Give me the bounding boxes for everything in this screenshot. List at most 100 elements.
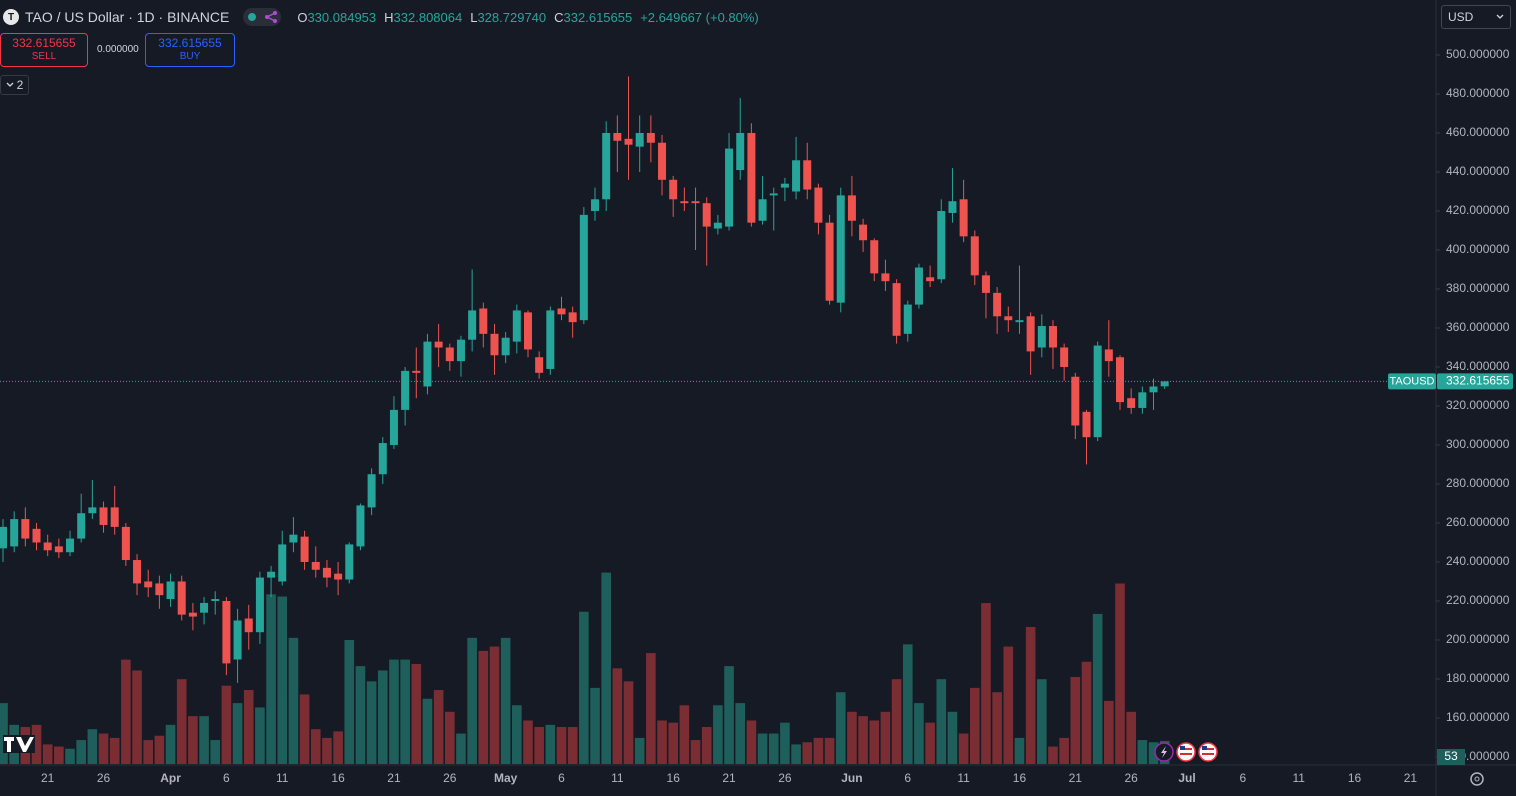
- ohlc-value: 332.615655: [563, 9, 633, 25]
- volume-bar: [132, 670, 142, 764]
- volume-bar: [1037, 679, 1047, 764]
- candle-body: [792, 160, 801, 192]
- volume-bar: [757, 733, 768, 764]
- volume-bar: [1025, 626, 1036, 764]
- volume-bar: [902, 644, 913, 764]
- tv-logo: [3, 735, 35, 753]
- candle-body: [434, 341, 443, 348]
- volume-bar: [489, 646, 500, 764]
- symbol-logo[interactable]: T: [3, 9, 19, 25]
- buy-button[interactable]: 332.615655 BUY: [145, 33, 235, 67]
- x-tick-label: 6: [223, 771, 230, 785]
- volume-bar: [232, 703, 243, 764]
- x-tick-label: 11: [611, 771, 624, 785]
- candle-body: [188, 612, 197, 617]
- indicators-count: 2: [16, 78, 24, 92]
- y-tick-label: 260.000000: [1446, 515, 1510, 529]
- spread: 0.000000: [97, 44, 139, 55]
- x-tick-label: Jul: [1178, 771, 1195, 785]
- candle-body: [1149, 386, 1158, 393]
- candle-body: [1093, 345, 1102, 438]
- x-tick-label: 16: [331, 771, 345, 785]
- volume-bar: [210, 740, 221, 764]
- last-price-label: 332.615655: [1446, 374, 1510, 388]
- candle-body: [892, 283, 901, 336]
- candle-body: [646, 132, 655, 143]
- candle-body: [1060, 347, 1069, 367]
- candle-body: [300, 536, 309, 562]
- candle-body: [903, 304, 912, 334]
- volume-bar: [445, 711, 455, 764]
- volume-bar: [1081, 661, 1092, 764]
- candle-body: [870, 240, 879, 274]
- volume-bar: [1070, 677, 1081, 764]
- volume-bar: [165, 724, 176, 764]
- candle-body: [959, 199, 968, 237]
- volume-bar: [768, 733, 779, 764]
- buy-price: 332.615655: [158, 36, 222, 50]
- candle-body: [445, 347, 454, 362]
- candle-body: [557, 308, 566, 315]
- volume-bar: [333, 731, 343, 764]
- x-tick-label: 6: [904, 771, 911, 785]
- volume-bar: [590, 687, 600, 764]
- currency-select[interactable]: USD: [1441, 5, 1511, 29]
- candle-body: [311, 561, 320, 570]
- candle-body: [591, 199, 600, 211]
- candle-body: [970, 236, 979, 276]
- volume-bar: [288, 637, 299, 764]
- candle-body: [267, 571, 276, 578]
- volume-bar: [780, 722, 790, 764]
- candle-body: [155, 583, 164, 596]
- candle-body: [914, 267, 923, 305]
- candle-body: [322, 567, 331, 578]
- volume-bar: [914, 703, 924, 764]
- last-volume-bg: [1437, 749, 1465, 765]
- volume-bar: [143, 740, 154, 764]
- event-icons[interactable]: [1154, 742, 1218, 762]
- volume-bar: [936, 679, 947, 764]
- x-tick-label: 21: [387, 771, 401, 785]
- volume-bar: [556, 727, 567, 764]
- candle-body: [133, 560, 142, 584]
- volume-bar: [277, 596, 288, 764]
- settings-icon[interactable]: [1470, 772, 1484, 786]
- candle-body: [825, 222, 834, 301]
- candle-body: [1116, 357, 1124, 403]
- volume-bar: [824, 737, 835, 764]
- market-open-dot: [247, 13, 256, 21]
- volume-bar: [87, 729, 98, 764]
- indicators-toggle[interactable]: 2: [0, 75, 29, 95]
- symbol-title[interactable]: TAO / US Dollar · 1D · BINANCE: [25, 9, 230, 25]
- y-tick-label: 360.000000: [1446, 320, 1510, 334]
- sell-button[interactable]: 332.615655 SELL: [0, 33, 88, 67]
- candle-body: [0, 526, 7, 549]
- volume-bar: [679, 705, 690, 764]
- x-tick-label: 21: [1069, 771, 1083, 785]
- candle-body: [177, 581, 186, 615]
- volume-bar: [1003, 646, 1014, 764]
- x-tick-label: 16: [1348, 771, 1362, 785]
- candle-body: [1015, 320, 1024, 323]
- volume-bar: [422, 698, 433, 764]
- candle-body: [881, 273, 890, 282]
- volume-bar: [31, 724, 42, 764]
- candle-body: [278, 544, 287, 582]
- candle-body: [736, 132, 745, 171]
- candle-body: [948, 201, 957, 213]
- change-value: +2.649667 (+0.80%): [640, 9, 759, 25]
- volume-bar: [646, 653, 656, 764]
- candle-body: [981, 275, 990, 293]
- y-tick-label: 240.000000: [1446, 554, 1510, 568]
- axes-layer: 140.000000160.000000180.000000200.000000…: [0, 47, 1513, 785]
- candle-body: [166, 581, 175, 600]
- volume-bar: [54, 746, 64, 764]
- x-tick-label: 21: [1404, 771, 1418, 785]
- candle-body: [77, 513, 86, 539]
- share-icon: [264, 11, 277, 23]
- candle-body: [401, 370, 410, 410]
- status-pill[interactable]: [243, 8, 282, 26]
- volume-bar: [724, 666, 734, 764]
- x-tick-label: 26: [97, 771, 111, 785]
- x-tick-label: 26: [443, 771, 457, 785]
